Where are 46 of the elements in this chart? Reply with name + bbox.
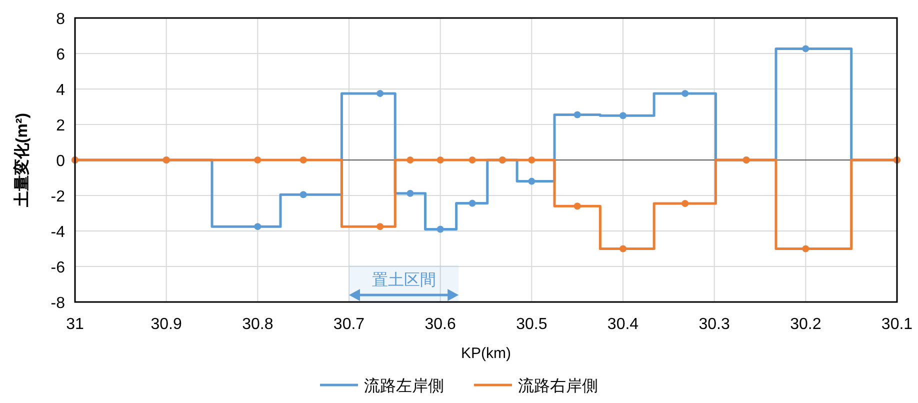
x-tick-label: 30.3 — [698, 316, 730, 333]
point — [802, 245, 810, 252]
x-tick-label: 30.1 — [881, 316, 913, 333]
y-tick-label: -2 — [50, 188, 66, 206]
x-tick-label: 30.8 — [242, 316, 274, 333]
band-label: 置土区間 — [372, 271, 436, 289]
point — [300, 156, 307, 164]
point — [406, 190, 414, 197]
x-tick-label: 30.2 — [790, 316, 822, 333]
y-tick-label: 0 — [56, 153, 66, 170]
point — [468, 200, 476, 207]
x-tick-label: 30.5 — [516, 316, 548, 333]
point — [376, 90, 384, 97]
x-tick-label: 30.9 — [150, 316, 182, 333]
legend-label: 流路左岸側 — [364, 377, 444, 395]
point — [254, 156, 262, 164]
y-tick-label: 2 — [56, 118, 66, 134]
y-tick-label: 6 — [56, 46, 66, 64]
point — [300, 191, 307, 198]
x-tick-label: 30.6 — [424, 316, 456, 333]
point — [682, 90, 689, 97]
x-tick-label: 30.4 — [607, 316, 639, 333]
point — [406, 156, 414, 164]
point — [436, 156, 444, 164]
y-axis-title: 土量変化(m²) — [12, 112, 31, 208]
y-tick-label: -4 — [50, 224, 66, 241]
y-tick-label: -6 — [50, 260, 66, 276]
point — [802, 45, 810, 52]
x-tick-label: 31 — [66, 316, 84, 333]
point — [682, 200, 689, 207]
y-tick-label: -8 — [50, 295, 66, 312]
point — [620, 245, 626, 252]
point — [620, 112, 626, 120]
legend-label: 流路右岸側 — [518, 377, 598, 395]
point — [528, 178, 536, 185]
point — [574, 111, 581, 118]
point — [528, 156, 536, 164]
point — [468, 156, 476, 164]
y-tick-label: 4 — [56, 82, 66, 99]
point — [436, 226, 444, 233]
y-tick-label: 8 — [56, 11, 66, 28]
x-axis-title: KP(km) — [461, 345, 511, 362]
x-tick-label: 30.7 — [333, 316, 365, 333]
point — [254, 223, 262, 230]
point — [376, 223, 384, 230]
point — [574, 202, 581, 210]
